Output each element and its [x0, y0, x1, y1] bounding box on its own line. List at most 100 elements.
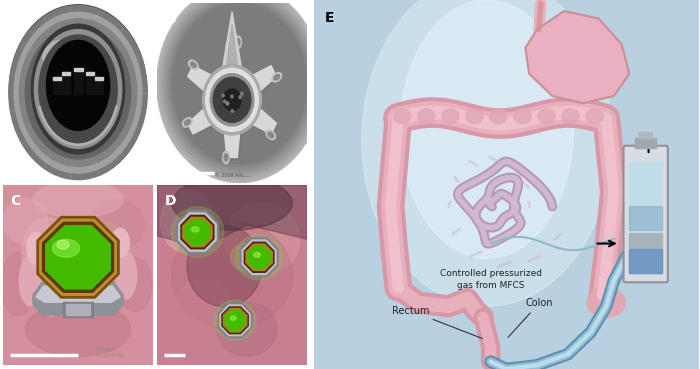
- Ellipse shape: [188, 60, 198, 69]
- Ellipse shape: [33, 182, 123, 218]
- Ellipse shape: [224, 154, 228, 161]
- Polygon shape: [37, 217, 119, 298]
- Polygon shape: [246, 104, 276, 134]
- Ellipse shape: [272, 73, 281, 82]
- Ellipse shape: [190, 62, 196, 68]
- Bar: [74, 68, 83, 93]
- Ellipse shape: [185, 120, 190, 125]
- FancyBboxPatch shape: [624, 146, 668, 282]
- Polygon shape: [181, 215, 214, 249]
- Ellipse shape: [119, 257, 152, 311]
- Ellipse shape: [562, 109, 580, 124]
- Text: Rectum: Rectum: [391, 306, 482, 338]
- Ellipse shape: [442, 109, 459, 124]
- Ellipse shape: [111, 228, 130, 257]
- Ellipse shape: [538, 109, 555, 124]
- Ellipse shape: [166, 0, 314, 172]
- Ellipse shape: [214, 300, 256, 341]
- Ellipse shape: [253, 252, 260, 257]
- Ellipse shape: [9, 6, 147, 180]
- Ellipse shape: [24, 22, 132, 156]
- Ellipse shape: [22, 218, 74, 290]
- Ellipse shape: [490, 109, 507, 124]
- Bar: [62, 72, 70, 93]
- Polygon shape: [240, 238, 278, 277]
- Polygon shape: [189, 68, 219, 97]
- Ellipse shape: [180, 214, 218, 246]
- Text: S.Krieger
© 2009 JNL: S.Krieger © 2009 JNL: [96, 346, 125, 358]
- Ellipse shape: [27, 26, 130, 152]
- Polygon shape: [224, 125, 240, 158]
- Ellipse shape: [159, 0, 320, 180]
- Ellipse shape: [225, 203, 300, 275]
- Polygon shape: [248, 68, 278, 97]
- Ellipse shape: [236, 39, 240, 46]
- Polygon shape: [224, 42, 240, 75]
- Polygon shape: [525, 11, 629, 103]
- Polygon shape: [223, 11, 241, 66]
- Ellipse shape: [43, 277, 59, 317]
- Ellipse shape: [52, 239, 80, 257]
- Ellipse shape: [71, 221, 131, 275]
- Ellipse shape: [181, 216, 214, 248]
- Polygon shape: [248, 106, 278, 136]
- Bar: [635, 138, 657, 148]
- Polygon shape: [188, 66, 218, 96]
- Polygon shape: [33, 283, 123, 315]
- Circle shape: [241, 92, 243, 95]
- Text: C: C: [10, 194, 20, 208]
- Text: © 2009 AAL...: © 2009 AAL...: [215, 173, 249, 178]
- Ellipse shape: [157, 0, 322, 183]
- Ellipse shape: [9, 5, 147, 173]
- Ellipse shape: [266, 130, 276, 139]
- Bar: [95, 77, 103, 93]
- Bar: [62, 72, 70, 75]
- Ellipse shape: [13, 8, 144, 170]
- Circle shape: [231, 95, 233, 98]
- Ellipse shape: [1, 253, 34, 316]
- Ellipse shape: [46, 40, 110, 130]
- Bar: [629, 233, 662, 273]
- Circle shape: [223, 100, 226, 103]
- Ellipse shape: [25, 302, 131, 356]
- Ellipse shape: [268, 132, 274, 138]
- Ellipse shape: [21, 19, 135, 159]
- Bar: [53, 77, 61, 80]
- Ellipse shape: [514, 109, 531, 124]
- Ellipse shape: [20, 19, 136, 166]
- Polygon shape: [40, 219, 116, 295]
- Ellipse shape: [57, 240, 69, 249]
- Ellipse shape: [97, 275, 113, 311]
- Ellipse shape: [230, 316, 237, 320]
- Ellipse shape: [32, 24, 125, 154]
- Circle shape: [203, 65, 261, 135]
- Polygon shape: [220, 305, 250, 335]
- Text: E: E: [325, 11, 335, 25]
- Ellipse shape: [164, 0, 316, 175]
- Circle shape: [231, 110, 234, 113]
- Ellipse shape: [52, 235, 104, 280]
- Bar: [629, 249, 662, 273]
- Polygon shape: [186, 220, 210, 244]
- Ellipse shape: [20, 255, 41, 306]
- Ellipse shape: [43, 41, 68, 65]
- Text: B: B: [166, 11, 176, 25]
- Ellipse shape: [87, 200, 144, 250]
- Ellipse shape: [18, 15, 138, 163]
- Ellipse shape: [161, 0, 318, 177]
- Ellipse shape: [36, 221, 120, 293]
- Ellipse shape: [417, 109, 435, 124]
- Ellipse shape: [39, 35, 117, 143]
- Bar: [86, 72, 94, 75]
- Ellipse shape: [400, 0, 573, 258]
- Ellipse shape: [222, 307, 248, 333]
- Bar: [66, 304, 90, 315]
- Bar: [629, 206, 662, 230]
- Polygon shape: [225, 310, 245, 330]
- Circle shape: [222, 94, 224, 97]
- Circle shape: [226, 102, 229, 105]
- Ellipse shape: [25, 27, 131, 159]
- Polygon shape: [36, 286, 120, 302]
- Polygon shape: [225, 127, 241, 159]
- Ellipse shape: [235, 235, 283, 280]
